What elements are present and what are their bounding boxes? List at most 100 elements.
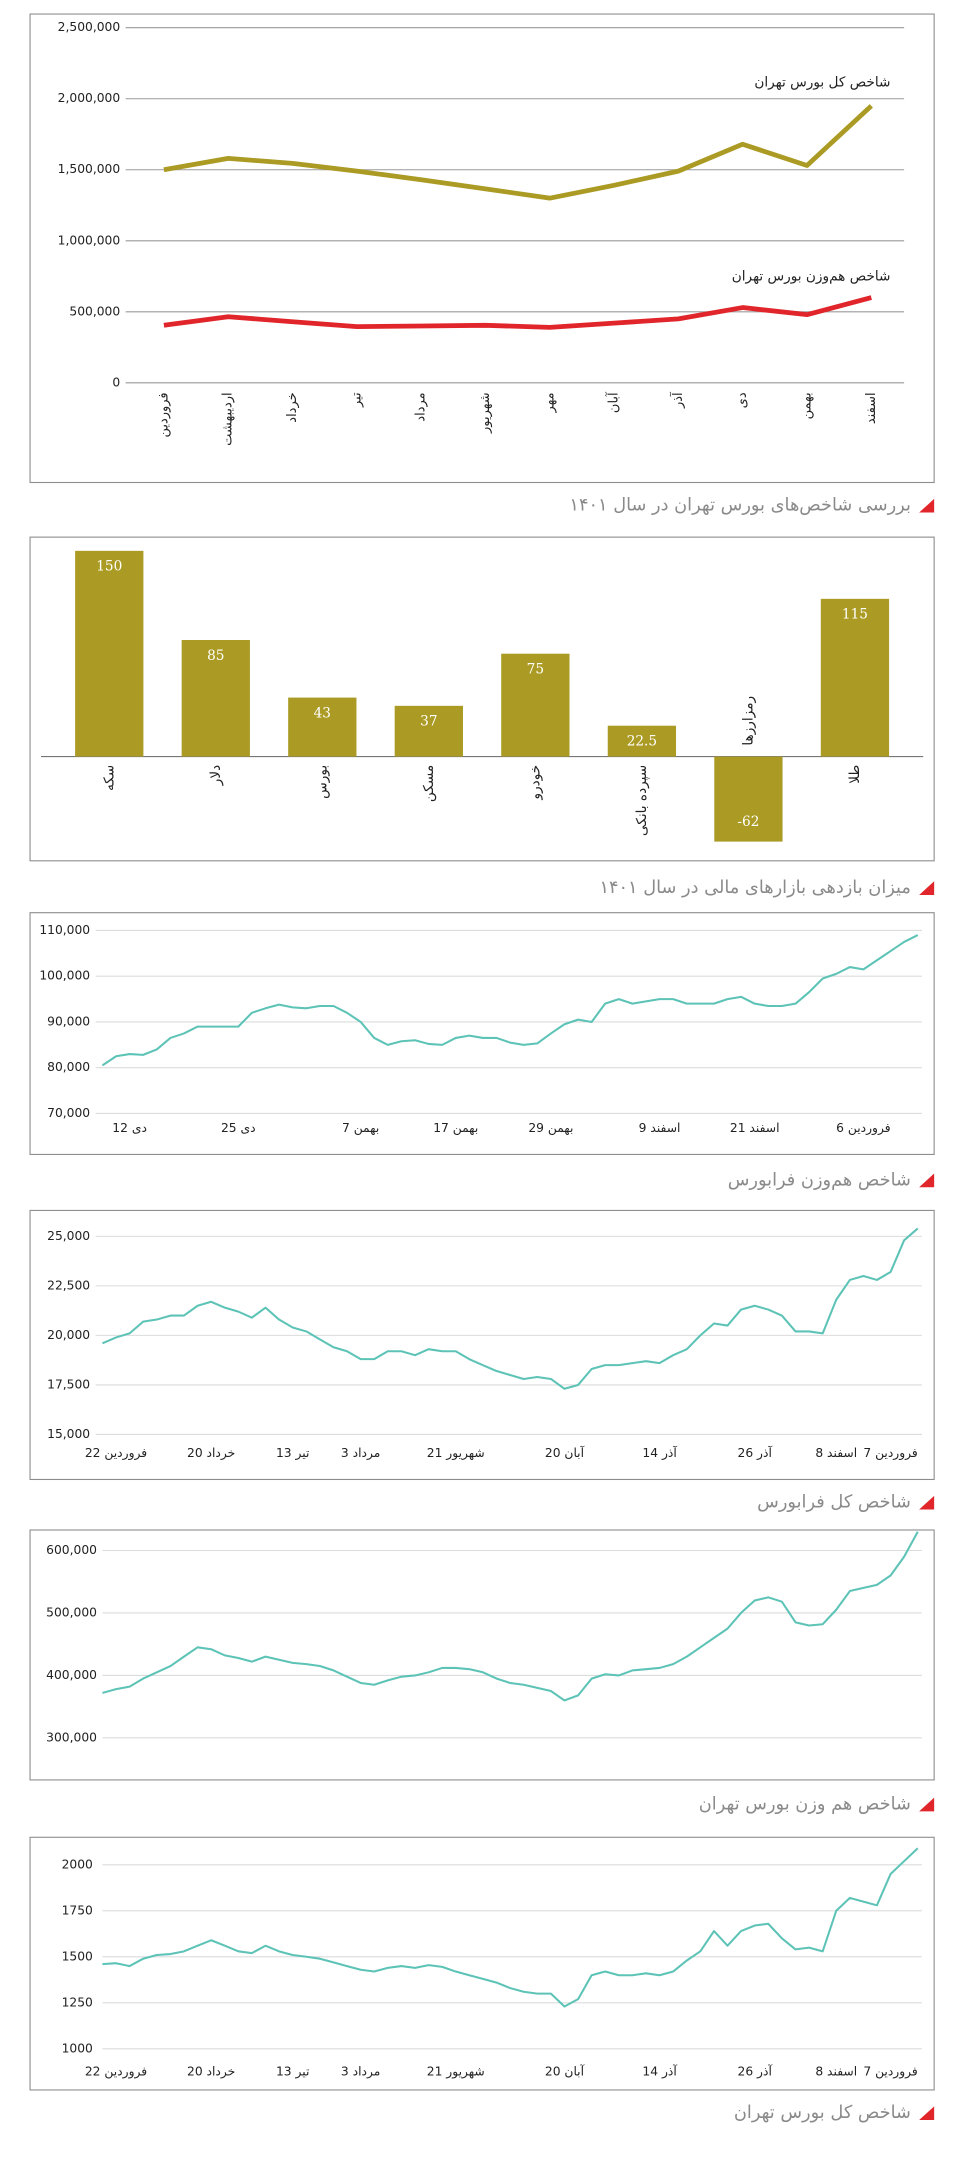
x-tick-label: 3 مرداد — [341, 2065, 380, 2080]
y-tick-label: 1000 — [62, 2041, 93, 2055]
x-tick-label: 8 اسفند — [815, 2065, 857, 2079]
line-series — [163, 295, 872, 330]
x-tick-label: تیر — [349, 392, 364, 408]
data-label: 85 — [207, 648, 224, 664]
chart-caption: شاخص کل بورس تهران — [734, 2103, 911, 2123]
x-tick-label: 13 تیر — [276, 1446, 309, 1461]
x-tick-label: 25 دی — [221, 1121, 256, 1135]
x-tick-label: 22 فروردین — [85, 2065, 147, 2080]
x-tick-label: مهر — [542, 392, 557, 413]
data-label: -62 — [737, 814, 759, 830]
x-tick-label: طلا — [847, 765, 863, 784]
x-tick-label: 21 اسفند — [730, 1121, 780, 1135]
x-tick-label: 21 شهریور — [427, 1446, 485, 1461]
data-label: 75 — [527, 662, 544, 678]
x-tick-label: 9 اسفند — [639, 1121, 681, 1135]
x-tick-label: بهمن — [800, 392, 815, 419]
y-tick-label: 500,000 — [69, 304, 120, 318]
y-tick-label: 1,000,000 — [58, 233, 121, 247]
x-tick-label: مسکن — [421, 765, 437, 802]
data-label: 115 — [842, 607, 868, 623]
line-series — [102, 1531, 919, 1702]
x-tick-label: 12 دی — [112, 1121, 147, 1135]
y-tick-label: 500,000 — [46, 1605, 97, 1619]
chart-caption: شاخص هم وزن بورس تهران — [699, 1795, 911, 1815]
y-tick-label: 25,000 — [47, 1229, 90, 1243]
line-series — [102, 1227, 919, 1390]
x-tick-label: سکه — [101, 765, 117, 791]
x-tick-label: دلار — [208, 765, 224, 786]
y-tick-label: 1,500,000 — [58, 162, 121, 176]
chart-frame — [29, 13, 935, 484]
bar — [714, 756, 783, 842]
chart-frame — [29, 912, 935, 1155]
x-tick-label: 20 خرداد — [187, 2065, 235, 2080]
x-tick-label: آبان — [606, 391, 622, 413]
y-tick-label: 600,000 — [46, 1543, 97, 1557]
series-label: شاخص هم‌وزن بورس تهران — [732, 268, 891, 284]
y-tick-label: 1750 — [62, 1903, 93, 1917]
x-tick-label: 22 فروردین — [85, 1446, 147, 1461]
chart-caption: بررسی شاخص‌های بورس تهران در سال ۱۴۰۱ — [569, 496, 911, 516]
data-label: 150 — [96, 559, 122, 575]
x-tick-label: اسفند — [864, 392, 879, 424]
x-tick-label: اردیبهشت — [221, 392, 236, 445]
x-tick-label: 20 آبان — [545, 2064, 585, 2079]
chart-frame — [29, 1529, 935, 1781]
x-tick-label: خودرو — [527, 765, 543, 801]
x-tick-label: شهریور — [478, 392, 493, 434]
chart-frame — [29, 1209, 935, 1481]
line-series — [102, 1847, 919, 2008]
chart-frame — [29, 1836, 935, 2091]
y-tick-label: 20,000 — [47, 1328, 90, 1342]
bar — [288, 697, 357, 757]
y-tick-label: 1500 — [62, 1949, 93, 1963]
x-tick-label: رمزارزها — [740, 696, 756, 746]
y-tick-label: 15,000 — [47, 1427, 90, 1441]
y-tick-label: 90,000 — [47, 1014, 90, 1028]
caption-marker — [919, 2106, 935, 2120]
data-label: 37 — [420, 714, 437, 730]
y-tick-label: 300,000 — [46, 1730, 97, 1744]
caption-marker — [919, 881, 935, 895]
x-tick-label: 14 آذر — [642, 1445, 677, 1461]
chart-caption: شاخص کل فرابورس — [757, 1493, 911, 1513]
x-tick-label: آذر — [670, 391, 686, 409]
x-tick-label: 26 آذر — [738, 2064, 773, 2080]
x-tick-label: 13 تیر — [276, 2065, 309, 2080]
x-tick-label: خرداد — [285, 392, 300, 422]
chart-caption: شاخص هم‌وزن فرابورس — [728, 1170, 911, 1190]
x-tick-label: 14 آذر — [642, 2064, 677, 2080]
y-tick-label: 70,000 — [47, 1106, 90, 1120]
y-tick-label: 22,500 — [47, 1278, 90, 1292]
caption-marker — [919, 1495, 935, 1510]
x-tick-label: سپرده بانکی — [634, 765, 650, 836]
x-tick-label: 3 مرداد — [341, 1446, 380, 1461]
x-tick-label: 29 بهمن — [528, 1121, 573, 1136]
y-tick-label: 0 — [112, 375, 120, 389]
chart-caption: میزان بازدهی بازارهای مالی در سال ۱۴۰۱ — [599, 878, 910, 898]
chart-frame — [29, 536, 935, 862]
line-series — [163, 104, 873, 201]
caption-marker — [919, 1173, 935, 1188]
x-tick-label: مرداد — [414, 392, 429, 421]
y-tick-label: 2,000,000 — [58, 91, 121, 105]
bar — [607, 725, 677, 757]
x-tick-label: 20 خرداد — [187, 1446, 235, 1461]
y-tick-label: 100,000 — [39, 969, 90, 983]
x-tick-label: فروردین — [156, 392, 171, 437]
x-tick-label: 6 فروردین — [836, 1121, 890, 1136]
caption-marker — [919, 498, 935, 513]
data-label: 43 — [314, 705, 331, 721]
bar — [394, 705, 463, 757]
data-label: 22.5 — [627, 734, 657, 750]
x-tick-label: 8 اسفند — [815, 1446, 857, 1460]
line-series — [101, 934, 919, 1067]
y-tick-label: 17,500 — [47, 1377, 90, 1391]
x-tick-label: دی — [735, 392, 750, 408]
y-tick-label: 400,000 — [46, 1668, 97, 1682]
y-tick-label: 1250 — [62, 1995, 93, 2009]
x-tick-label: 17 بهمن — [433, 1121, 478, 1136]
x-tick-label: 7 فروردین — [863, 2065, 917, 2080]
